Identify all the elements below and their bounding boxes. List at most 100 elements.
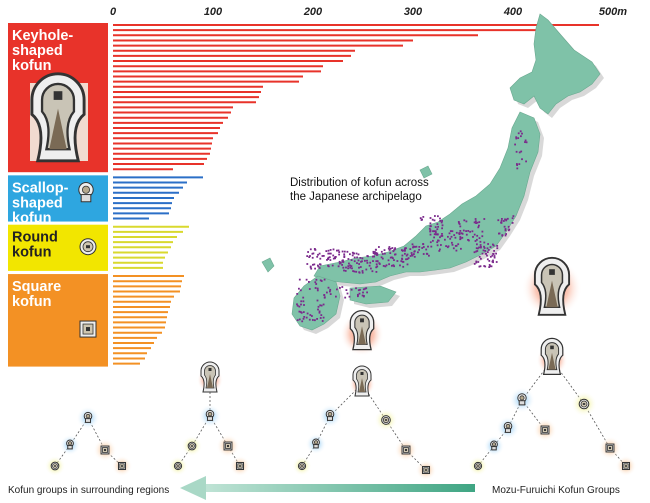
kofun-dot	[506, 217, 509, 220]
kofun-dot	[480, 257, 482, 260]
kofun-dot	[315, 283, 318, 285]
kofun-dot	[438, 250, 441, 252]
kofun-dot	[338, 253, 340, 256]
kofun-dot	[311, 252, 314, 255]
kofun-dot	[451, 230, 454, 233]
scallop-node	[483, 435, 505, 457]
kofun-dot	[319, 304, 322, 307]
kofun-dot	[418, 246, 421, 248]
kofun-dot	[363, 295, 365, 297]
kofun-dot	[483, 241, 486, 244]
kofun-dot	[315, 278, 318, 281]
kofun-dot	[305, 316, 308, 319]
kofun-dot	[501, 218, 503, 220]
kofun-dot	[316, 287, 319, 290]
kofun-dot	[486, 251, 489, 253]
kofun-dot	[298, 318, 301, 321]
kofun-dot	[374, 248, 377, 251]
kofun-dot	[309, 248, 312, 251]
kofun-dot	[524, 141, 526, 143]
kofun-dot	[431, 218, 434, 221]
kofun-dot	[357, 289, 360, 292]
kofun-dot	[314, 281, 317, 284]
category-label: kofun	[12, 245, 51, 261]
kofun-dot	[368, 264, 371, 267]
kofun-dot	[434, 226, 437, 228]
kofun-dot	[350, 265, 353, 267]
kofun-dot	[392, 250, 395, 253]
island-sado	[419, 165, 433, 179]
kofun-dot	[413, 255, 416, 258]
keyhole-node	[197, 361, 223, 393]
category-label: kofun	[12, 210, 51, 226]
kofun-dot	[402, 265, 405, 268]
scallop-node	[496, 416, 520, 440]
kofun-dot	[347, 267, 349, 270]
kofun-dot	[488, 260, 491, 262]
kofun-dot	[317, 253, 319, 256]
kofun-dot	[447, 235, 449, 238]
kofun-dot	[321, 255, 324, 257]
kofun-dot	[302, 296, 305, 299]
kofun-dot	[427, 245, 429, 248]
kofun-dot	[465, 230, 467, 232]
category-label: Scallop-	[12, 180, 69, 196]
kofun-dot	[487, 243, 489, 245]
kofun-dot	[394, 247, 396, 250]
kofun-dot	[322, 255, 325, 257]
kofun-dot	[312, 263, 314, 266]
kofun-dot	[378, 262, 381, 265]
kofun-dot	[337, 249, 340, 252]
kofun-dot	[488, 266, 491, 268]
kofun-dot	[303, 304, 305, 306]
kofun-dot	[428, 254, 430, 257]
kofun-dot	[388, 246, 391, 248]
kofun-dot	[457, 221, 460, 223]
kofun-dot	[323, 294, 326, 296]
kofun-dot	[372, 250, 375, 253]
kofun-dot	[356, 256, 358, 259]
kofun-dot	[404, 247, 406, 250]
kofun-dot	[378, 246, 380, 248]
kofun-dot	[301, 320, 304, 323]
kofun-dot	[455, 249, 458, 252]
kofun-dot	[469, 230, 471, 233]
kofun-dot	[344, 296, 347, 299]
kofun-dot	[298, 287, 300, 290]
kofun-dot	[316, 318, 318, 320]
kofun-dot	[484, 250, 487, 252]
kofun-dot	[406, 258, 409, 260]
x-axis-ticks: 0 100 200 300 400 500m	[110, 6, 627, 18]
kofun-dot	[429, 222, 432, 225]
kofun-dot	[385, 264, 388, 267]
kofun-dot	[381, 253, 384, 255]
kofun-dot	[349, 266, 352, 269]
kofun-dot	[465, 220, 468, 223]
kofun-dot	[467, 230, 470, 232]
kofun-dot	[490, 265, 493, 268]
kofun-dot	[422, 243, 425, 246]
kofun-dot	[421, 218, 423, 221]
kofun-dot	[478, 256, 481, 258]
kofun-dot	[320, 314, 323, 316]
kofun-dot	[361, 270, 364, 272]
kofun-dot	[436, 241, 439, 244]
scallop-node	[509, 387, 535, 413]
scallop-node	[305, 433, 327, 455]
kofun-dot	[375, 260, 378, 263]
kofun-dot	[517, 137, 520, 139]
kofun-dot	[329, 293, 332, 295]
kofun-dot	[449, 237, 452, 240]
kofun-dot	[449, 230, 452, 232]
kofun-dot	[311, 315, 313, 317]
kofun-dot	[453, 234, 456, 236]
kofun-dot	[451, 243, 454, 246]
kofun-dot	[296, 319, 299, 321]
kofun-dot	[376, 260, 379, 262]
kofun-dot	[520, 150, 523, 153]
kofun-dot	[405, 258, 407, 261]
kofun-dot	[372, 255, 374, 258]
kofun-dot	[432, 230, 434, 233]
kofun-dot	[436, 223, 439, 225]
kofun-dot	[305, 278, 308, 281]
